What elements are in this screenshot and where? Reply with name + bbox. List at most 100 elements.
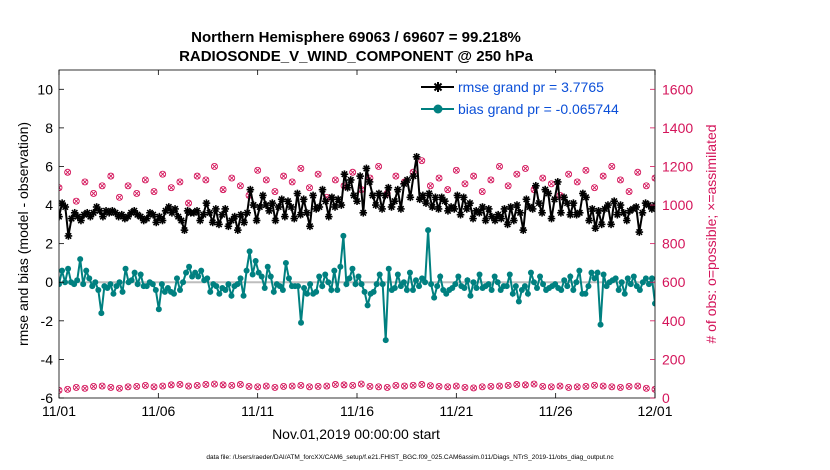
obs-assimilated-marker <box>565 171 572 178</box>
bias-point <box>183 269 190 276</box>
bias-point <box>137 271 144 278</box>
obs-assimilated-marker <box>64 386 71 393</box>
right-tick-label: 800 <box>662 236 686 252</box>
obs-assimilated-marker <box>263 177 270 183</box>
obs-possible-marker <box>357 380 365 388</box>
obs-possible-marker <box>59 386 63 394</box>
rmse-point <box>503 220 512 229</box>
bias-point <box>62 279 69 286</box>
obs-assimilated-marker <box>626 383 632 390</box>
rmse-point <box>287 203 295 211</box>
obs-assimilated-marker <box>522 165 529 172</box>
obs-assimilated-marker <box>185 200 192 206</box>
bias-point <box>237 275 244 282</box>
obs-possible-marker <box>504 382 512 389</box>
bias-point <box>597 321 604 328</box>
rmse-point <box>230 212 239 221</box>
bias-point <box>313 288 320 295</box>
bias-point <box>222 286 229 293</box>
bias-point <box>352 281 359 288</box>
obs-assimilated-marker <box>203 177 209 183</box>
bias-point <box>95 286 102 293</box>
obs-possible-marker <box>487 176 495 184</box>
bias-point <box>382 337 389 344</box>
rmse-point <box>262 201 270 209</box>
rmse-point <box>208 218 217 227</box>
rmse-point <box>619 208 628 217</box>
bias-point <box>186 263 193 270</box>
rmse-point <box>387 203 396 211</box>
obs-possible-marker <box>521 164 529 172</box>
obs-possible-marker <box>556 382 564 390</box>
left-tick-label: 6 <box>45 158 53 174</box>
bias-point <box>358 281 365 288</box>
rmse-point <box>321 197 330 205</box>
obs-assimilated-marker <box>228 175 235 181</box>
obs-assimilated-marker <box>557 383 563 389</box>
obs-assimilated-marker <box>513 381 520 388</box>
rmse-point <box>237 210 245 219</box>
rmse-point <box>362 164 371 173</box>
bias-point <box>213 283 220 290</box>
legend-box <box>417 73 649 119</box>
bias-point <box>74 277 81 284</box>
obs-assimilated-marker <box>194 382 201 389</box>
bias-point <box>391 285 398 292</box>
rmse-point <box>403 176 411 184</box>
left-axis: -6 -4 -2 0 2 4 6 8 10 <box>37 81 64 406</box>
bias-point <box>564 283 571 290</box>
rmse-point <box>450 205 459 213</box>
obs-possible-marker <box>116 193 123 201</box>
bias-point <box>452 281 459 288</box>
obs-possible-marker <box>254 166 262 174</box>
rmse-point <box>384 183 393 192</box>
rmse-point <box>356 172 364 180</box>
obs-possible-marker <box>513 170 521 178</box>
rmse-point <box>149 210 157 219</box>
obs-assimilated-marker <box>203 381 209 388</box>
bias-point <box>591 275 598 282</box>
rmse-point <box>390 197 399 205</box>
obs-assimilated-marker <box>315 383 321 390</box>
rmse-point <box>585 216 593 225</box>
obs-possible-marker <box>634 382 642 390</box>
right-tick-label: 1200 <box>662 158 693 174</box>
bias-point <box>86 275 93 282</box>
rmse-point <box>277 195 286 204</box>
bias-point <box>246 248 253 255</box>
rmse-point <box>268 199 277 207</box>
rmse-point <box>318 185 327 194</box>
bias-series <box>59 227 655 344</box>
y-axis-right-label: # of obs: o=possible; ×=assimilated <box>703 124 719 343</box>
obs-assimilated-marker <box>168 184 175 191</box>
bias-point <box>107 281 114 288</box>
obs-possible-marker <box>375 163 383 170</box>
obs-assimilated-marker <box>565 384 572 391</box>
obs-possible-marker <box>72 383 80 391</box>
obs-possible-marker <box>470 172 478 180</box>
obs-assimilated-marker <box>349 382 356 389</box>
x-tick-label: 11/06 <box>141 403 175 419</box>
obs-assimilated-marker <box>617 384 624 391</box>
obs-possible-marker <box>547 180 555 188</box>
obs-assimilated-marker <box>133 383 140 390</box>
bias-point <box>322 271 329 278</box>
rmse-point <box>419 191 427 200</box>
obs-assimilated-marker <box>634 383 641 389</box>
obs-assimilated-marker <box>246 383 252 390</box>
bias-point <box>488 286 495 293</box>
bias-point <box>570 286 577 293</box>
obs-assimilated-marker <box>505 382 511 389</box>
obs-assimilated-marker <box>496 383 503 389</box>
obs-assimilated-marker <box>401 383 408 389</box>
x-axis: 11/01 11/06 11/11 11/16 11/21 11/26 12/01 <box>42 70 673 419</box>
rmse-point <box>638 208 647 217</box>
obs-possible-marker <box>426 382 434 390</box>
bias-point <box>282 259 289 266</box>
obs-possible-marker <box>288 178 296 186</box>
bias-point <box>630 273 637 280</box>
obs-possible-marker <box>616 176 624 184</box>
bias-point <box>65 265 72 272</box>
bias-point <box>509 290 516 297</box>
obs-possible-marker <box>314 170 322 178</box>
